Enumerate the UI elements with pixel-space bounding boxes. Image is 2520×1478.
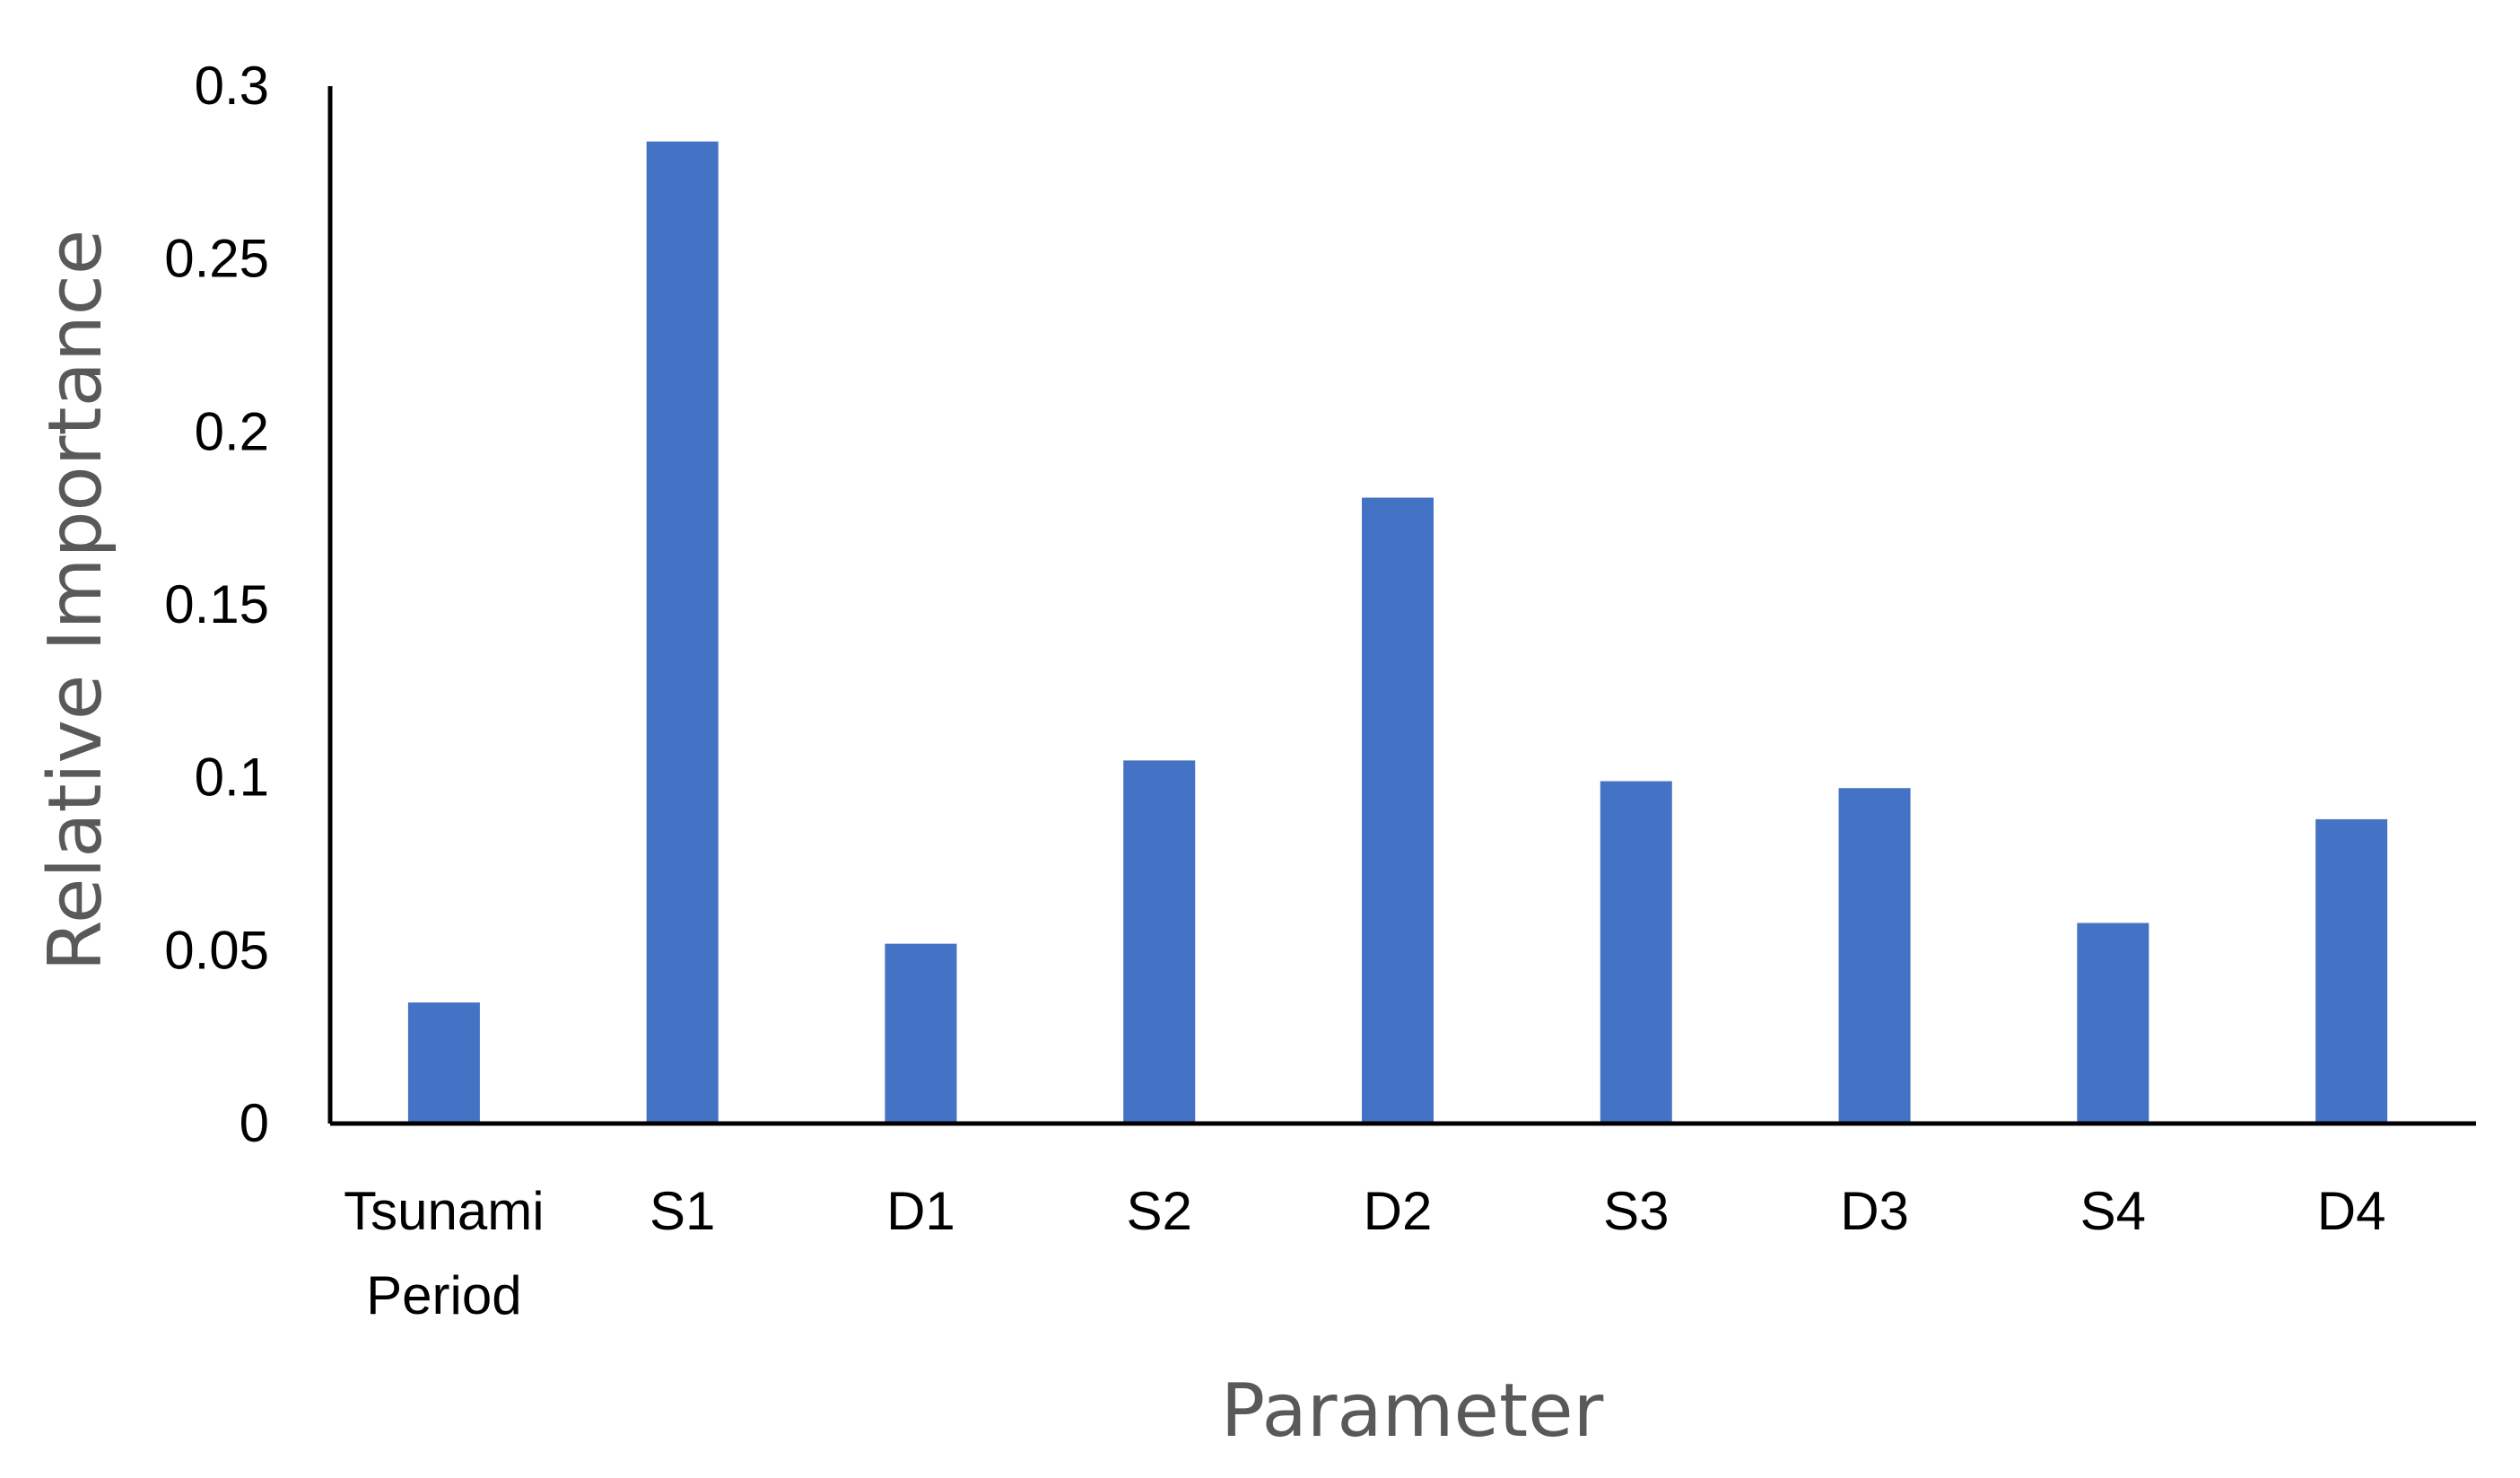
x-tick-label: S2 (1127, 1181, 1192, 1241)
x-axis-title: Parameter (1221, 1369, 1604, 1454)
x-tick-label: D1 (886, 1181, 955, 1241)
bar (646, 141, 719, 1124)
bar (2077, 923, 2149, 1124)
bar (1600, 781, 1672, 1124)
y-tick-label: 0.15 (164, 574, 269, 634)
bar (885, 943, 957, 1124)
y-tick-label: 0 (240, 1093, 269, 1153)
bar (407, 1002, 480, 1124)
y-axis-title: Relative Importance (33, 230, 118, 972)
y-tick-label: 0.05 (164, 920, 269, 980)
bar (1838, 788, 1911, 1124)
bar (2315, 818, 2388, 1124)
x-tick-label: S4 (2080, 1181, 2146, 1241)
y-tick-label: 0.2 (195, 401, 269, 461)
x-tick-label: D3 (1840, 1181, 1909, 1241)
x-tick-label: S3 (1603, 1181, 1669, 1241)
y-tick-label: 0.1 (195, 748, 269, 808)
bar (1123, 760, 1196, 1124)
x-tick-labels: Tsunami Period S1 D1 S2 D2 S3 D3 S4 D4 (344, 1181, 2385, 1325)
y-tick-labels: 0 0.05 0.1 0.15 0.2 0.25 0.3 (164, 56, 269, 1153)
x-tick-label: D4 (2317, 1181, 2386, 1241)
bar (1362, 497, 1434, 1124)
x-tick-label: S1 (650, 1181, 715, 1241)
x-tick-label: D2 (1364, 1181, 1433, 1241)
y-tick-label: 0.25 (164, 229, 269, 289)
bars-group (407, 141, 2388, 1124)
x-tick-label: Tsunami Period (344, 1181, 544, 1325)
y-tick-label: 0.3 (195, 56, 269, 116)
